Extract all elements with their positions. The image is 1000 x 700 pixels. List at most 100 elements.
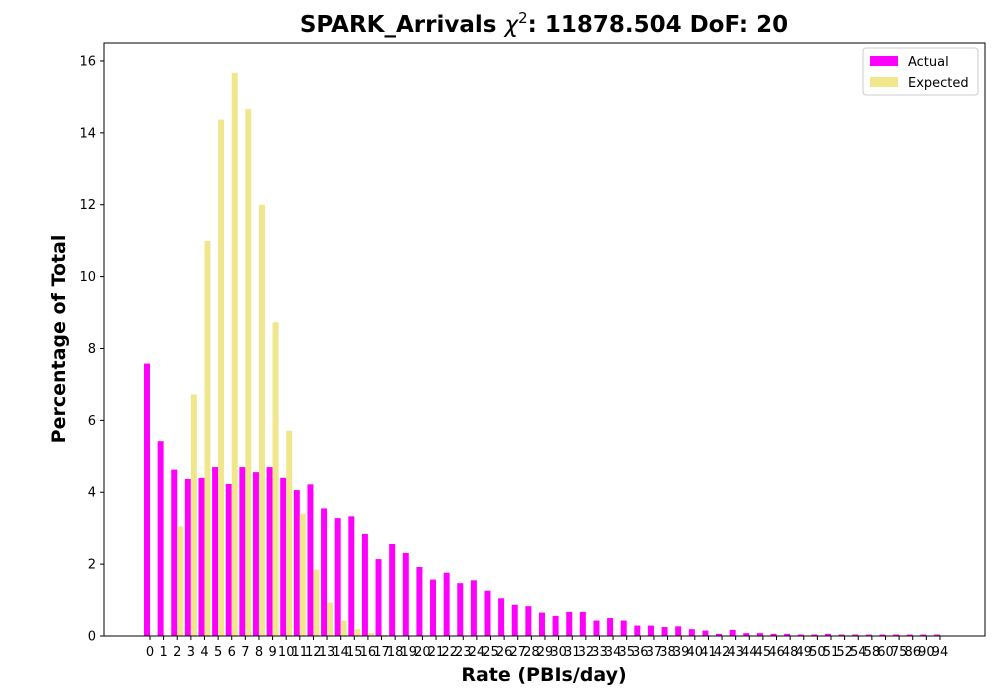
x-tick-label: 42	[714, 645, 731, 660]
x-tick-label: 36	[632, 645, 649, 660]
bar-expected	[190, 394, 197, 636]
bar-actual	[552, 615, 559, 636]
bars-group	[144, 72, 940, 637]
legend-swatch-actual	[870, 56, 898, 66]
x-tick-label: 33	[591, 645, 608, 660]
bar-actual	[266, 467, 273, 636]
x-tick-label: 32	[578, 645, 595, 660]
bar-actual	[784, 633, 791, 636]
bar-actual	[825, 633, 831, 636]
bar-actual	[729, 629, 736, 636]
bar-actual	[593, 620, 600, 636]
bar-actual	[688, 629, 695, 636]
bar-expected	[218, 119, 225, 637]
x-tick-label: 86	[904, 645, 921, 660]
x-tick-label: 21	[428, 645, 445, 660]
bar-actual	[770, 633, 777, 636]
x-tick-label: 58	[864, 645, 881, 660]
x-tick-label: 1	[159, 645, 167, 660]
x-tick-label: 23	[455, 645, 472, 660]
x-tick-label: 6	[228, 645, 236, 660]
bar-actual	[171, 469, 178, 636]
x-tick-label: 3	[187, 645, 195, 660]
x-tick-label: 46	[768, 645, 785, 660]
x-axis: 0 1 2 3 4 5 6 7 8 9 101112131415161718192021222324…	[146, 636, 948, 660]
chart-title: SPARK_Arrivals χ2: 11878.504 DoF: 20	[300, 9, 788, 38]
bar-actual	[647, 625, 654, 636]
bar-actual	[702, 630, 709, 636]
x-tick-label: 34	[605, 645, 622, 660]
x-tick-label: 30	[550, 645, 567, 660]
bar-actual	[675, 626, 682, 636]
bar-actual	[280, 477, 287, 636]
bar-expected	[367, 633, 374, 636]
bar-expected	[286, 430, 293, 636]
bar-actual	[144, 363, 150, 636]
y-tick-label: 10	[79, 270, 96, 285]
bar-actual	[416, 567, 423, 636]
x-tick-label: 7	[241, 645, 249, 660]
bar-actual	[361, 533, 368, 636]
x-tick-label: 17	[373, 645, 390, 660]
bar-actual	[239, 467, 246, 636]
x-tick-label: 10	[278, 645, 295, 660]
y-tick-label: 4	[88, 486, 96, 501]
bar-actual	[538, 612, 545, 636]
x-tick-label: 24	[469, 645, 486, 660]
x-tick-label: 15	[346, 645, 363, 660]
x-tick-label: 49	[795, 645, 812, 660]
bar-actual	[457, 583, 464, 636]
bar-actual	[293, 490, 300, 636]
x-tick-label: 11	[292, 645, 309, 660]
x-tick-label: 5	[214, 645, 222, 660]
x-tick-label: 60	[877, 645, 894, 660]
x-tick-label: 37	[646, 645, 663, 660]
bar-actual	[498, 598, 505, 636]
bar-actual	[879, 634, 886, 636]
bar-actual	[607, 618, 614, 636]
legend-swatch-expected	[870, 77, 898, 87]
x-tick-label: 43	[727, 645, 744, 660]
y-axis-title: Percentage of Total	[48, 235, 70, 444]
y-tick-label: 16	[79, 54, 96, 69]
bar-actual	[906, 634, 913, 636]
bar-actual	[470, 580, 477, 636]
bar-actual	[198, 477, 205, 636]
bar-actual	[838, 634, 845, 636]
x-tick-label: 27	[509, 645, 526, 660]
bar-actual	[484, 590, 491, 636]
x-tick-label: 94	[932, 645, 949, 660]
bar-actual	[443, 572, 450, 636]
bar-actual	[661, 627, 668, 636]
x-tick-label: 41	[700, 645, 717, 660]
bar-actual	[579, 611, 586, 636]
x-tick-label: 50	[809, 645, 826, 660]
bar-expected	[204, 241, 211, 636]
x-axis-title: Rate (PBIs/day)	[461, 664, 626, 686]
x-tick-label: 52	[836, 645, 853, 660]
bar-expected	[313, 569, 320, 636]
x-tick-label: 75	[891, 645, 908, 660]
legend-label-expected: Expected	[908, 76, 969, 91]
bar-actual	[797, 634, 804, 636]
bar-expected	[272, 322, 279, 636]
bar-actual	[389, 544, 396, 636]
x-tick-label: 0	[146, 645, 154, 660]
x-tick-label: 26	[496, 645, 513, 660]
plot-frame	[103, 42, 986, 637]
y-axis: 0 2 4 6 8 10 12 14 16	[79, 54, 104, 645]
legend: Actual Expected	[862, 47, 979, 96]
bar-actual	[511, 604, 518, 636]
x-tick-label: 28	[523, 645, 540, 660]
x-tick-label: 16	[360, 645, 377, 660]
x-tick-label: 45	[755, 645, 772, 660]
x-tick-label: 20	[414, 645, 431, 660]
bar-expected	[327, 602, 334, 636]
bar-actual	[375, 559, 382, 636]
bar-actual	[893, 634, 900, 636]
x-tick-label: 54	[850, 645, 867, 660]
y-tick-label: 6	[88, 414, 96, 429]
x-tick-label: 44	[741, 645, 758, 660]
bar-expected	[231, 72, 238, 636]
